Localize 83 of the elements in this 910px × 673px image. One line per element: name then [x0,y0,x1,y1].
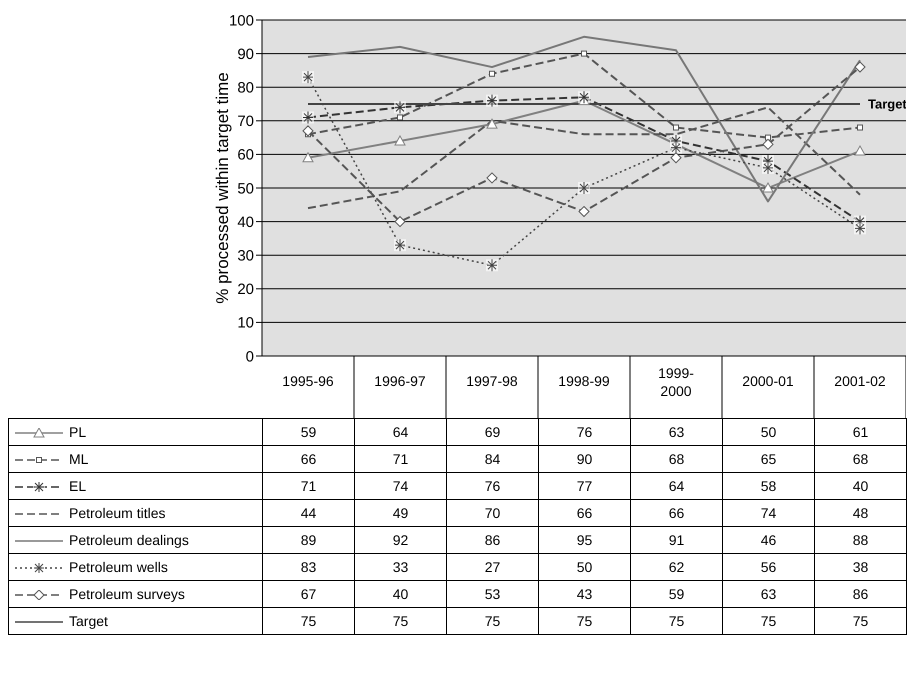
data-label: 50 [722,418,814,446]
data-label: 75 [354,608,446,634]
data-label: 70 [446,500,538,526]
data-label: 64 [630,472,722,500]
data-label: 86 [814,580,906,608]
data-label: 59 [630,580,722,608]
x-tick-label: 1997-98 [466,373,518,389]
data-label: 48 [814,500,906,526]
data-label: 53 [446,580,538,608]
data-label: 83 [262,554,354,580]
data-label: 59 [262,418,354,446]
data-label: 63 [722,580,814,608]
y-axis-title: % processed within target time [213,72,232,304]
data-label: 86 [446,526,538,554]
legend-label: Petroleum wells [8,554,262,580]
data-label: 62 [630,554,722,580]
data-label: 40 [354,580,446,608]
data-label: 67 [262,580,354,608]
data-label: 74 [354,472,446,500]
data-label: 76 [446,472,538,500]
data-label: 91 [630,526,722,554]
data-label: 61 [814,418,906,446]
data-label: 63 [630,418,722,446]
data-label: 84 [446,446,538,472]
y-tick-label: 100 [228,12,254,30]
data-label: 75 [630,608,722,634]
y-tick-label: 30 [237,248,254,265]
data-label: 66 [630,500,722,526]
y-tick-label: 60 [237,146,254,164]
data-label: 66 [262,446,354,472]
y-tick-label: 10 [237,314,254,332]
x-tick-label: 1996-97 [374,373,426,389]
data-label: 90 [538,446,630,472]
data-label: 64 [354,418,446,446]
data-label: 65 [722,446,814,472]
data-label: 75 [722,608,814,634]
y-tick-label: 90 [237,46,254,63]
legend-label: Petroleum dealings [8,526,262,554]
legend-label: EL [8,472,262,500]
x-tick-label: 1995-96 [282,373,334,389]
data-label: 66 [538,500,630,526]
y-tick-label: 80 [237,80,254,97]
x-tick-label: 1998-99 [558,373,610,389]
legend-label: Petroleum surveys [8,580,262,608]
legend-label: Target [8,608,262,634]
y-tick-label: 40 [237,214,254,231]
data-label: 69 [446,418,538,446]
data-label: 76 [538,418,630,446]
data-label: 75 [538,608,630,634]
data-label: 40 [814,472,906,500]
y-tick-label: 0 [246,348,254,366]
data-label: 58 [722,472,814,500]
data-label: 95 [538,526,630,554]
legend-label: PL [8,418,262,446]
data-label: 71 [262,472,354,500]
data-label: 71 [354,446,446,472]
data-label: 75 [814,608,906,634]
data-label: 77 [538,472,630,500]
data-label: 38 [814,554,906,580]
data-label: 50 [538,554,630,580]
data-label: 49 [354,500,446,526]
data-label: 68 [630,446,722,472]
data-label: 88 [814,526,906,554]
data-label: 56 [722,554,814,580]
data-label: 27 [446,554,538,580]
data-label: 68 [814,446,906,472]
legend-label: Petroleum titles [8,500,262,526]
data-label: 74 [722,500,814,526]
data-label: 75 [262,608,354,634]
data-label: 46 [722,526,814,554]
x-tick-label: 2000-01 [742,373,794,389]
data-label: 92 [354,526,446,554]
legend-label: ML [8,446,262,472]
data-label: 75 [446,608,538,634]
data-label: 33 [354,554,446,580]
data-label: 43 [538,580,630,608]
x-tick-label: 1999-2000 [658,365,694,399]
data-label: 89 [262,526,354,554]
y-tick-label: 20 [237,281,254,298]
y-tick-label: 70 [237,113,254,130]
y-tick-label: 50 [237,180,254,198]
data-label: 44 [262,500,354,526]
x-tick-label: 2001-02 [834,373,886,389]
